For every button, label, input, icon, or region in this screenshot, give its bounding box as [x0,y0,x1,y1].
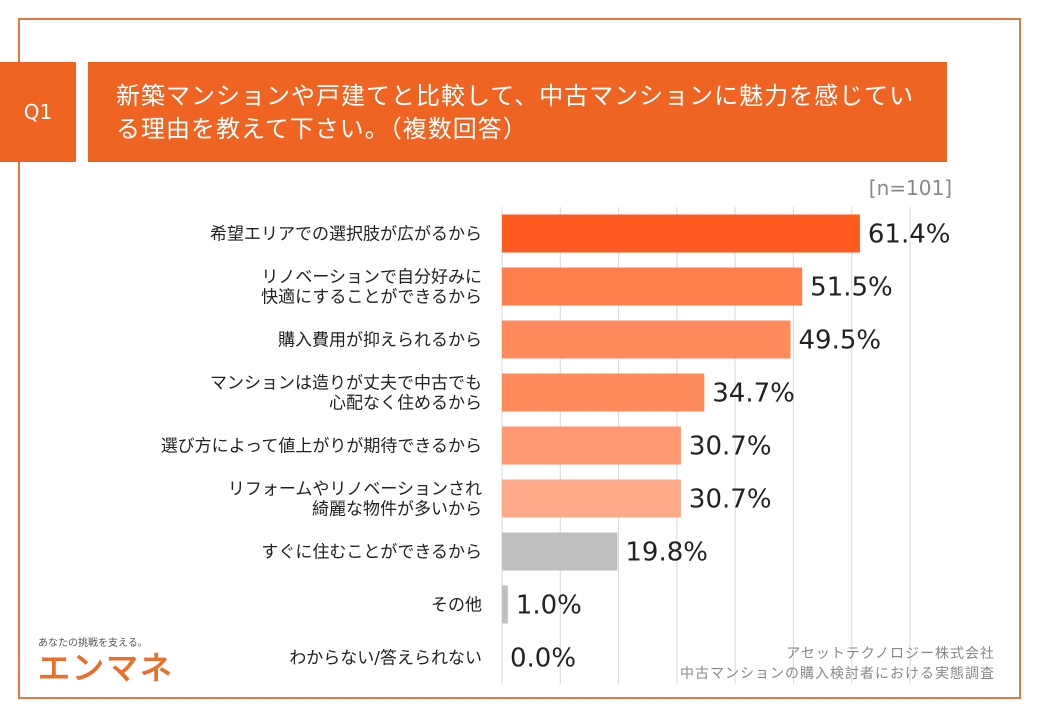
bar [502,320,791,359]
value-label: 34.7% [712,379,795,409]
question-number: Q1 [0,62,76,162]
bar [502,532,618,571]
category-label: 希望エリアでの選択肢が広がるから [210,225,482,245]
category-label: リノベーションで自分好みに [261,268,482,288]
category-label: わからない/答えられない [289,649,482,669]
category-label: 快適にすることができるから [261,288,482,308]
category-label: 綺麗な物件が多いから [312,500,482,520]
logo-tagline: あなたの挑戦を支える。 [38,638,148,649]
category-label: 心配なく住めるから [329,394,482,414]
sample-size: [n=101] [868,176,952,200]
value-label: 19.8% [625,538,708,568]
chart-frame [18,18,1021,699]
value-label: 51.5% [810,273,893,303]
source-company: アセットテクノロジー株式会社 [786,646,995,662]
category-label: その他 [431,596,482,616]
category-label: すぐに住むことができるから [261,543,482,563]
bar [502,479,681,518]
question-title: 新築マンションや戸建てと比較して、中古マンションに魅力を感じている理由を教えて下… [88,62,947,162]
category-label: マンションは造りが丈夫で中古でも [210,374,482,394]
value-label: 30.7% [689,485,772,515]
bar [502,585,508,624]
category-label: 購入費用が抑えられるから [278,331,482,351]
bar [502,214,860,253]
value-label: 0.0% [510,644,576,674]
category-label: 選び方によって値上がりが期待できるから [161,437,482,457]
logo: あなたの挑戦を支える。 エンマネ [38,634,174,687]
value-label: 49.5% [799,326,882,356]
value-label: 61.4% [868,220,951,250]
value-label: 1.0% [516,591,582,621]
logo-name: エンマネ [38,649,175,687]
bar [502,373,705,412]
category-label: リフォームやリノベーションされ [228,480,482,500]
source-survey: 中古マンションの購入検討者における実態調査 [680,666,995,682]
bar [502,267,803,306]
source-note: アセットテクノロジー株式会社 中古マンションの購入検討者における実態調査 [680,644,995,684]
bar [502,426,681,465]
value-label: 30.7% [689,432,772,462]
